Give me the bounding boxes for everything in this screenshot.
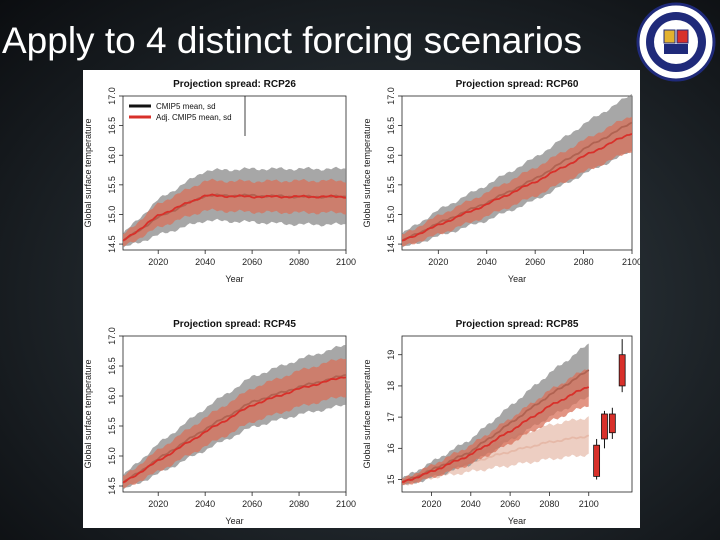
y-tick-label: 19 bbox=[386, 350, 396, 360]
x-tick-label: 2020 bbox=[148, 499, 168, 509]
line-adj-cmip5-mean-sd bbox=[401, 132, 633, 242]
box-4 bbox=[618, 354, 626, 387]
band-adj-cmip5-mean-sd bbox=[402, 116, 632, 247]
y-axis-label: Global surface temperature bbox=[362, 118, 372, 227]
x-axis-label: Year bbox=[225, 516, 243, 526]
y-tick-label: 16 bbox=[386, 443, 396, 453]
chart-title: Projection spread: RCP85 bbox=[456, 319, 579, 330]
chart-panel-2: Projection spread: RCP60 2020 2040 2060 2080… bbox=[362, 79, 640, 284]
x-tick-label: 2040 bbox=[461, 499, 481, 509]
x-tick-label: 2080 bbox=[539, 499, 559, 509]
x-tick-label: 2060 bbox=[242, 257, 262, 267]
x-tick-label: 2080 bbox=[574, 257, 594, 267]
y-axis-label: Global surface temperature bbox=[83, 359, 93, 468]
chart-title: Projection spread: RCP60 bbox=[456, 79, 579, 90]
band-adj-cmip5-mean-sd bbox=[123, 178, 346, 246]
x-tick-label: 2040 bbox=[195, 499, 215, 509]
chart-panel-4: Projection spread: RCP85 2020 2040 2060 2080… bbox=[362, 319, 633, 526]
line-adj-cmip5-mean-sd bbox=[122, 376, 347, 484]
y-tick-label: 15.5 bbox=[386, 176, 396, 194]
x-tick-label: 2100 bbox=[579, 499, 599, 509]
box-1 bbox=[593, 444, 601, 477]
y-tick-label: 17.0 bbox=[107, 87, 117, 105]
x-tick-label: 2040 bbox=[477, 257, 497, 267]
y-axis-label: Global surface temperature bbox=[83, 118, 93, 227]
band-adj-cmip5-mean-sd bbox=[402, 369, 589, 486]
charts-canvas: Projection spread: RCP26 2020 2040 2060 2080… bbox=[83, 79, 640, 526]
y-tick-label: 15.5 bbox=[107, 176, 117, 194]
x-axis-label: Year bbox=[508, 516, 526, 526]
x-tick-label: 2100 bbox=[336, 257, 356, 267]
x-tick-label: 2040 bbox=[195, 257, 215, 267]
y-tick-label: 18 bbox=[386, 381, 396, 391]
y-tick-label: 14.5 bbox=[107, 477, 117, 495]
x-axis-label: Year bbox=[508, 274, 526, 284]
y-tick-label: 15.5 bbox=[107, 417, 117, 435]
x-tick-label: 2100 bbox=[622, 257, 640, 267]
y-tick-label: 16.5 bbox=[386, 117, 396, 135]
y-tick-label: 17.0 bbox=[107, 327, 117, 345]
y-tick-label: 14.5 bbox=[107, 235, 117, 253]
band-adj-cmip5-mean-sd bbox=[123, 358, 346, 488]
chart-title: Projection spread: RCP45 bbox=[173, 319, 296, 330]
legend-label-adj: Adj. CMIP5 mean, sd bbox=[156, 113, 232, 122]
institution-seal-logo bbox=[636, 2, 716, 82]
y-tick-label: 16.5 bbox=[107, 117, 117, 135]
figure-panel: Projection spread: RCP26 2020 2040 2060 2080… bbox=[83, 70, 640, 528]
x-tick-label: 2060 bbox=[242, 499, 262, 509]
y-tick-label: 17 bbox=[386, 412, 396, 422]
y-axis-label: Global surface temperature bbox=[362, 359, 372, 468]
chart-panel-1: Projection spread: RCP26 2020 2040 2060 2080… bbox=[83, 79, 356, 284]
line-adj-cmip5-mean-sd bbox=[401, 386, 590, 483]
y-tick-label: 15.0 bbox=[386, 206, 396, 224]
y-tick-label: 16.0 bbox=[107, 387, 117, 405]
line-adj-cmip5-mean-sd bbox=[122, 193, 347, 242]
box-2 bbox=[601, 413, 608, 440]
x-tick-label: 2020 bbox=[421, 499, 441, 509]
x-tick-label: 2100 bbox=[336, 499, 356, 509]
y-tick-label: 16.0 bbox=[107, 146, 117, 164]
legend-label-cmip5: CMIP5 mean, sd bbox=[156, 102, 216, 111]
y-tick-label: 15.0 bbox=[107, 447, 117, 465]
y-tick-label: 15.0 bbox=[107, 206, 117, 224]
x-tick-label: 2020 bbox=[428, 257, 448, 267]
slide-title: Apply to 4 distinct forcing scenarios bbox=[2, 20, 582, 61]
y-tick-label: 14.5 bbox=[386, 235, 396, 253]
y-tick-label: 15 bbox=[386, 475, 396, 485]
x-tick-label: 2080 bbox=[289, 257, 309, 267]
x-tick-label: 2080 bbox=[289, 499, 309, 509]
y-tick-label: 16.5 bbox=[107, 357, 117, 375]
x-axis-label: Year bbox=[225, 274, 243, 284]
x-tick-label: 2060 bbox=[500, 499, 520, 509]
y-tick-label: 16.0 bbox=[386, 146, 396, 164]
x-tick-label: 2020 bbox=[148, 257, 168, 267]
chart-panel-3: Projection spread: RCP45 2020 2040 2060 2080… bbox=[83, 319, 356, 526]
x-tick-label: 2060 bbox=[525, 257, 545, 267]
chart-title: Projection spread: RCP26 bbox=[173, 79, 296, 90]
y-tick-label: 17.0 bbox=[386, 87, 396, 105]
box-3 bbox=[608, 413, 616, 434]
